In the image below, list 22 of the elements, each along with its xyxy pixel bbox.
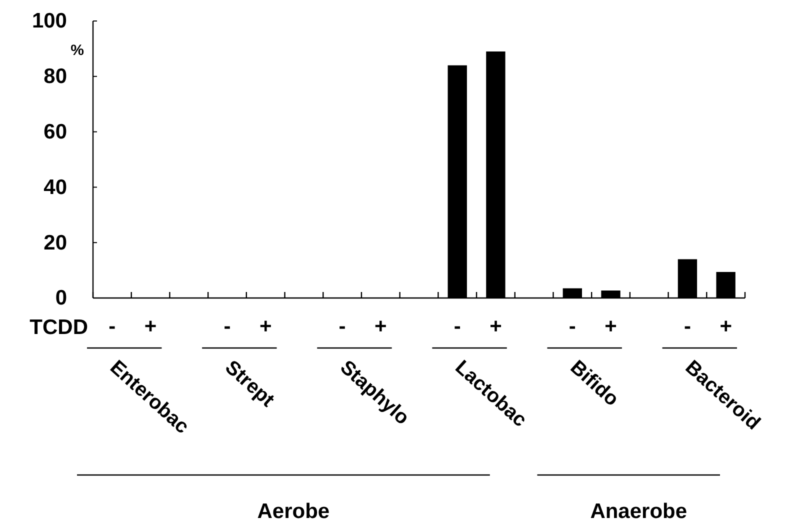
x-tick-label: + xyxy=(490,314,502,338)
x-tick-label: - xyxy=(454,314,461,338)
y-axis-title: % xyxy=(70,42,84,59)
y-tick-label: 40 xyxy=(44,176,67,199)
x-tick-label: + xyxy=(259,314,272,338)
y-tick-label: 80 xyxy=(44,65,67,88)
x-tick-label: + xyxy=(374,314,387,338)
x-tick-label: - xyxy=(568,314,576,338)
text: Anaerobe xyxy=(590,500,688,523)
x-tick-label: - xyxy=(338,314,346,338)
x-tick-label: + xyxy=(604,314,617,338)
x-tick-label: - xyxy=(224,314,231,338)
y-tick-label: 100 xyxy=(32,10,67,33)
x-tick-label: - xyxy=(684,314,691,338)
y-tick-label: 60 xyxy=(44,120,67,144)
x-axis-title: TCDD xyxy=(30,316,88,339)
y-tick-label: 0 xyxy=(55,286,67,310)
x-tick-label: + xyxy=(720,314,732,338)
x-tick-label: + xyxy=(144,314,157,338)
y-tick-label: 20 xyxy=(44,231,67,254)
x-tick-label: - xyxy=(108,314,116,338)
text: Aerobe xyxy=(257,500,330,523)
